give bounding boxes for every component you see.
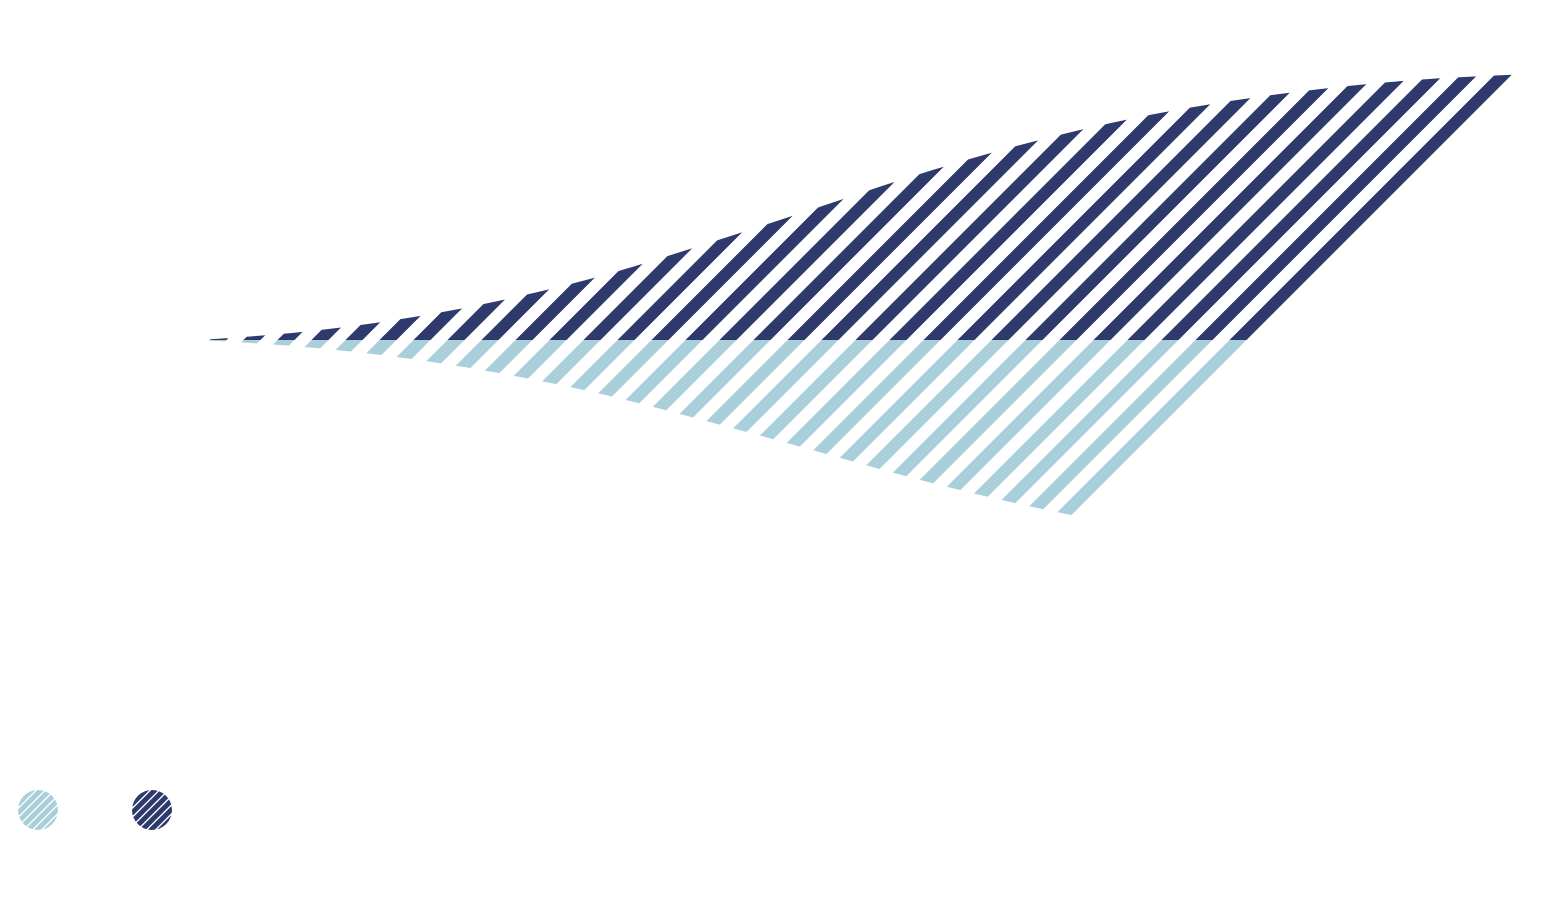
diverging-area-chart <box>0 0 1556 922</box>
chart-container <box>0 0 1556 922</box>
legend-item-bottom <box>18 790 72 830</box>
legend-swatch-bottom-icon <box>18 790 58 830</box>
series-bottom <box>0 0 1556 922</box>
chart-legend <box>18 790 186 830</box>
legend-swatch-top-icon <box>132 790 172 830</box>
series-top <box>0 0 1556 922</box>
legend-item-top <box>132 790 186 830</box>
